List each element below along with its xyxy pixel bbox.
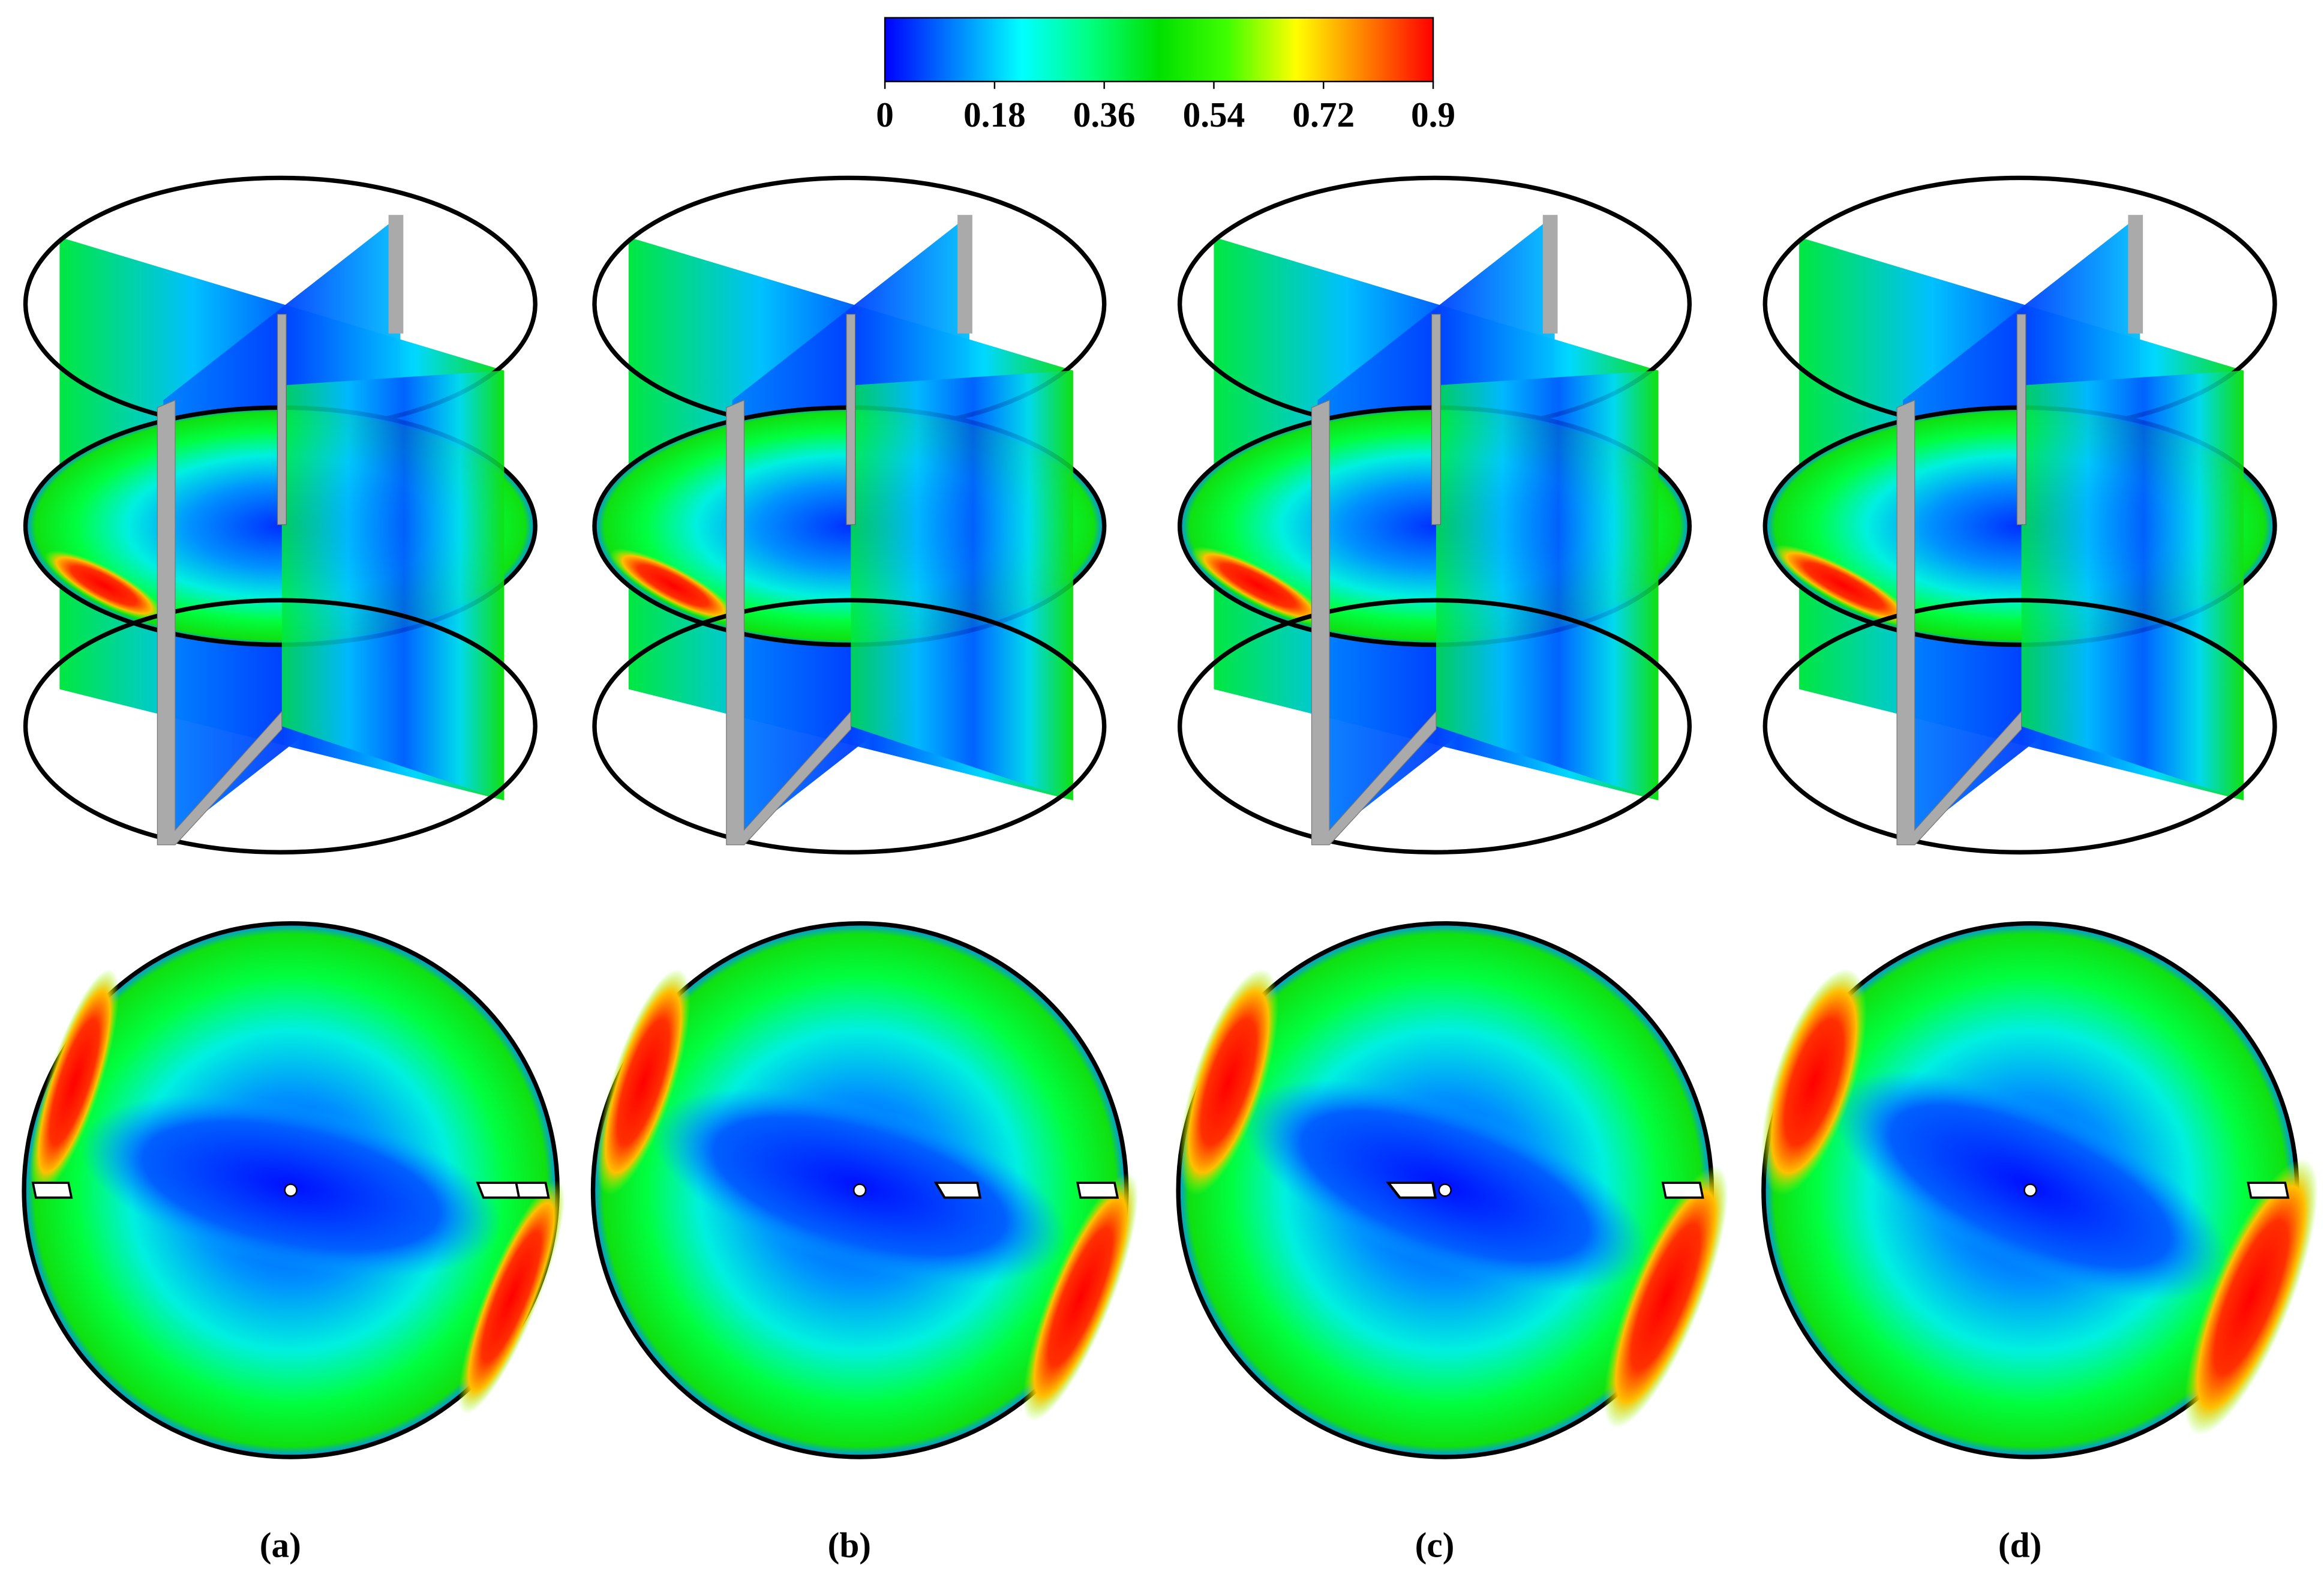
hot-spot: [1191, 546, 1326, 625]
colorbar-tick-label: 0.36: [1073, 95, 1136, 134]
baffle: [1542, 215, 1558, 334]
panels: [22, 175, 2318, 1459]
blade: [1386, 1182, 1437, 1199]
baffle: [957, 215, 972, 334]
hub: [284, 1183, 298, 1197]
baffle: [1311, 399, 1437, 846]
blade: [31, 1182, 73, 1199]
hub: [853, 1183, 867, 1197]
plane: [2021, 370, 2244, 801]
baffle: [2128, 215, 2143, 334]
hot-band: [1179, 969, 1279, 1195]
baffle: [157, 399, 283, 846]
blade: [1661, 1182, 1704, 1199]
hub: [2023, 1183, 2037, 1197]
colorbar-tick-label: 0.54: [1183, 95, 1245, 134]
hot-band: [458, 1179, 565, 1414]
panel: [933, 175, 1728, 1459]
baffle: [388, 215, 404, 334]
colorbar-tick-label: 0.18: [963, 95, 1026, 134]
hot-spot: [1772, 544, 1915, 626]
shaft: [277, 314, 287, 525]
hub: [1438, 1183, 1452, 1197]
shaft: [1431, 314, 1441, 525]
blade: [1076, 1182, 1119, 1199]
baffle: [1896, 399, 2022, 846]
plane: [281, 370, 505, 801]
hot-band: [1022, 1173, 1139, 1422]
panel-label: (c): [1415, 1525, 1455, 1565]
colorbar-tick-label: 0.9: [1411, 95, 1455, 134]
bottom-ellipse: [1762, 598, 2277, 855]
hot-band: [1604, 1165, 1728, 1428]
panel: [1386, 175, 2318, 1459]
colorbar-tick-label: 0: [876, 95, 894, 134]
blade: [2247, 1182, 2290, 1199]
colorbar-tick-label: 0.72: [1292, 95, 1355, 134]
hot-spot: [44, 550, 164, 621]
plane: [1436, 370, 1659, 801]
shaft: [846, 314, 856, 525]
shaft: [2016, 314, 2026, 525]
hot-band: [596, 969, 691, 1195]
blade: [476, 1182, 521, 1199]
panel-label: (a): [260, 1525, 301, 1565]
hot-band: [2184, 1158, 2318, 1435]
baffle: [726, 399, 851, 846]
hot-band: [29, 969, 119, 1195]
blade: [933, 1182, 982, 1199]
plane: [851, 370, 1073, 801]
panel-label: (d): [1998, 1525, 2041, 1565]
bottom-ellipse: [1177, 598, 1692, 855]
hot-band: [1761, 969, 1867, 1196]
bottom-ellipse: [23, 598, 538, 855]
colorbar: [884, 17, 1434, 83]
panel: [22, 175, 565, 1459]
hot-spot: [609, 548, 737, 623]
panel: [476, 175, 1139, 1459]
bottom-ellipse: [592, 598, 1107, 855]
panel-label: (b): [828, 1525, 871, 1565]
